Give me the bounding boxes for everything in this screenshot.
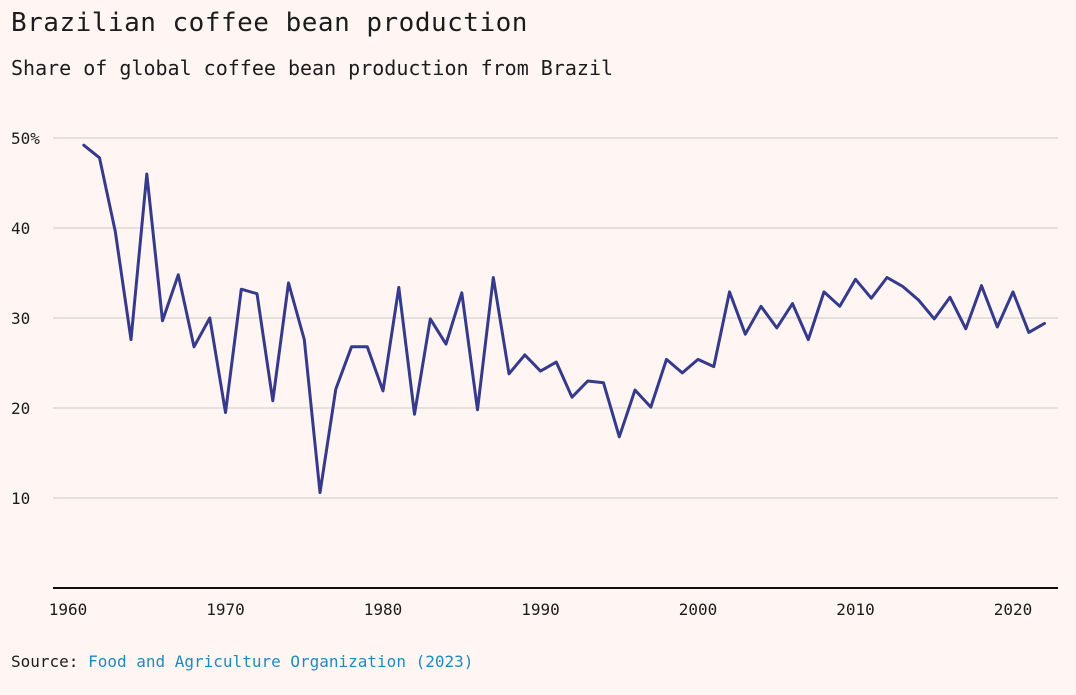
- source-note: Source: Food and Agriculture Organizatio…: [11, 652, 473, 671]
- data-point-2005: [775, 326, 779, 330]
- data-point-1995: [617, 435, 621, 439]
- y-axis-ticks: 50% 40 30 20 10: [11, 129, 40, 508]
- data-point-2002: [728, 290, 732, 294]
- data-point-1982: [413, 412, 417, 416]
- data-point-1968: [192, 345, 196, 349]
- data-point-1984: [444, 342, 448, 346]
- data-point-1986: [476, 408, 480, 412]
- data-point-2017: [964, 327, 968, 331]
- data-point-2016: [948, 295, 952, 299]
- data-point-1988: [507, 372, 511, 376]
- data-point-1977: [334, 387, 338, 391]
- data-point-1975: [302, 338, 306, 342]
- data-point-2000: [696, 357, 700, 361]
- x-tick-label: 1970: [206, 600, 245, 619]
- x-tick-label: 2000: [679, 600, 718, 619]
- series-line-brazil-share: [82, 143, 1046, 495]
- data-point-1972: [255, 292, 259, 296]
- data-point-1993: [586, 379, 590, 383]
- data-point-2006: [791, 302, 795, 306]
- data-point-1973: [271, 399, 275, 403]
- data-point-1989: [523, 353, 527, 357]
- data-point-2011: [869, 296, 873, 300]
- gridlines: [53, 137, 1058, 499]
- data-point-1994: [602, 381, 606, 385]
- data-point-2014: [917, 298, 921, 302]
- data-point-1970: [224, 411, 228, 415]
- data-point-1983: [428, 317, 432, 321]
- source-prefix: Source:: [11, 652, 89, 671]
- data-point-2020: [1011, 290, 1015, 294]
- x-tick-label: 1990: [521, 600, 560, 619]
- data-point-1971: [239, 287, 243, 291]
- data-point-1990: [539, 369, 543, 373]
- chart-title: Brazilian coffee bean production: [11, 8, 528, 38]
- y-tick-label: 20: [11, 399, 30, 418]
- data-point-1980: [381, 389, 385, 393]
- x-tick-label: 2010: [836, 600, 875, 619]
- data-point-1996: [633, 388, 637, 392]
- data-point-2001: [712, 365, 716, 369]
- data-point-1981: [397, 285, 401, 289]
- data-point-2015: [932, 317, 936, 321]
- data-point-2009: [838, 304, 842, 308]
- data-point-1985: [460, 291, 464, 295]
- data-point-1962: [98, 156, 102, 160]
- data-point-1998: [665, 357, 669, 361]
- data-point-2010: [854, 277, 858, 281]
- data-point-2007: [806, 338, 810, 342]
- series-group: [82, 143, 1047, 495]
- source-link[interactable]: Food and Agriculture Organization (2023): [88, 652, 474, 671]
- y-tick-label: 30: [11, 309, 30, 328]
- data-point-2008: [822, 290, 826, 294]
- data-point-2013: [901, 285, 905, 289]
- data-point-1997: [649, 405, 653, 409]
- data-point-1979: [365, 345, 369, 349]
- data-point-1963: [113, 230, 117, 234]
- chart-subtitle: Share of global coffee bean production f…: [11, 56, 614, 80]
- x-tick-label: 1960: [49, 600, 88, 619]
- data-point-1966: [161, 319, 165, 323]
- data-point-1976: [318, 491, 322, 495]
- x-tick-label: 2020: [994, 600, 1033, 619]
- x-tick-label: 1980: [364, 600, 403, 619]
- y-tick-label: 40: [11, 219, 30, 238]
- data-point-2019: [995, 325, 999, 329]
- data-point-1965: [145, 172, 149, 176]
- data-point-2003: [743, 332, 747, 336]
- data-point-1974: [287, 281, 291, 285]
- data-point-2018: [980, 284, 984, 288]
- data-point-1961: [82, 143, 86, 147]
- data-point-1992: [570, 395, 574, 399]
- data-point-2022: [1043, 321, 1047, 325]
- data-point-2021: [1027, 330, 1031, 334]
- data-point-1999: [680, 371, 684, 375]
- y-tick-label: 50%: [11, 129, 40, 148]
- data-point-1978: [350, 345, 354, 349]
- x-axis-ticks: 1960 1970 1980 1990 2000 2010 2020: [49, 600, 1033, 619]
- data-point-1987: [491, 276, 495, 280]
- data-point-1967: [176, 273, 180, 277]
- data-point-1991: [554, 360, 558, 364]
- data-point-1964: [129, 338, 133, 342]
- y-tick-label: 10: [11, 489, 30, 508]
- data-point-1969: [208, 316, 212, 320]
- data-point-2012: [885, 276, 889, 280]
- data-point-2004: [759, 304, 763, 308]
